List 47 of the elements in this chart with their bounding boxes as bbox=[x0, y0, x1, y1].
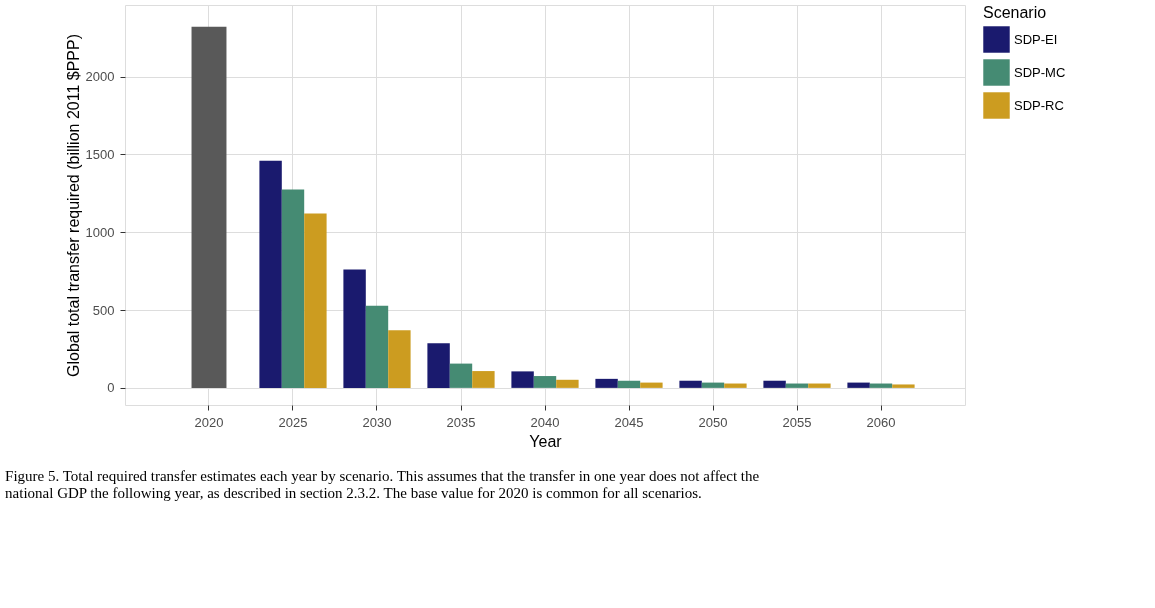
bar bbox=[724, 383, 747, 388]
x-tick-label: 2055 bbox=[782, 414, 812, 430]
bar bbox=[701, 382, 725, 388]
y-tick-label: 500 bbox=[92, 302, 115, 318]
legend-label: SDP-EI bbox=[1014, 31, 1058, 47]
x-tick-label: 2045 bbox=[614, 414, 644, 430]
bar bbox=[556, 379, 579, 388]
bar bbox=[617, 380, 641, 388]
y-tick-label: 1500 bbox=[85, 146, 115, 162]
bar bbox=[427, 343, 450, 388]
caption: Figure 5. Total required transfer estimates each year by scenario. This assumes that the transfer in one year does not affect the bbox=[5, 468, 760, 484]
bar bbox=[533, 376, 557, 388]
bar bbox=[281, 189, 305, 388]
bar bbox=[808, 383, 831, 388]
legend-label: SDP-RC bbox=[1014, 97, 1064, 113]
bar bbox=[304, 213, 327, 388]
x-tick-label: 2060 bbox=[866, 414, 896, 430]
bar bbox=[472, 371, 495, 388]
bar bbox=[343, 269, 366, 388]
y-tick-label: 1000 bbox=[85, 224, 115, 240]
bar bbox=[449, 363, 473, 388]
x-tick-label: 2035 bbox=[446, 414, 476, 430]
bar bbox=[869, 383, 893, 388]
y-tick-label: 2000 bbox=[85, 69, 115, 85]
x-tick-label: 2050 bbox=[698, 414, 728, 430]
bar bbox=[259, 160, 282, 388]
bar bbox=[763, 380, 786, 388]
x-tick-label: 2025 bbox=[278, 414, 308, 430]
y-tick-label: 0 bbox=[107, 380, 115, 396]
x-tick-label: 2040 bbox=[530, 414, 560, 430]
text: national GDP the following year, as described in section 2.3.2. The base value for 2020 is common for all scenarios. bbox=[5, 485, 702, 501]
x-axis-title: Year bbox=[529, 432, 563, 450]
bar bbox=[892, 384, 915, 388]
bar bbox=[847, 382, 870, 388]
x-tick-label: 2030 bbox=[362, 414, 392, 430]
bar bbox=[785, 383, 809, 388]
bar bbox=[365, 305, 389, 388]
bar bbox=[679, 380, 702, 388]
bar bbox=[595, 378, 618, 388]
y-axis-title: Global total transfer required (billion 2011 $PPP) bbox=[64, 34, 82, 377]
bar bbox=[388, 330, 411, 388]
bar bbox=[191, 26, 227, 388]
legend-title: Scenario bbox=[983, 4, 1047, 21]
bar bbox=[640, 382, 663, 388]
x-tick-label: 2020 bbox=[194, 414, 224, 430]
legend-label: SDP-MC bbox=[1014, 64, 1066, 80]
bar bbox=[511, 371, 534, 388]
